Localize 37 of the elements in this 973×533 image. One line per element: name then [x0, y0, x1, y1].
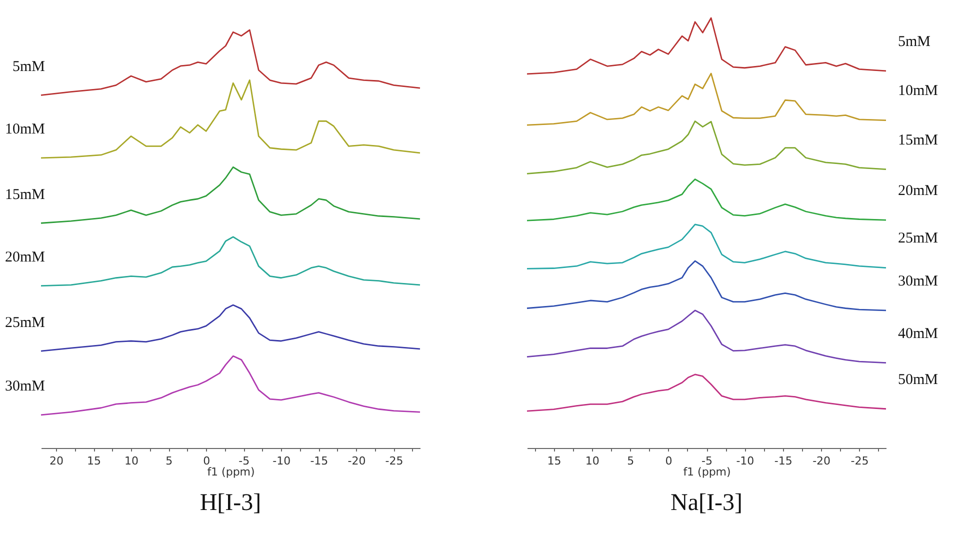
x-tick-label: 10 — [124, 454, 139, 468]
series-label: 20mM — [898, 183, 938, 199]
x-tick-label: -5 — [238, 454, 250, 468]
series-label: 20mM — [4, 250, 45, 266]
series-label: 5mM — [12, 58, 45, 75]
x-tick-label: 5 — [166, 454, 173, 468]
text: Na[I-3] — [670, 490, 742, 516]
x-tick-label: -15 — [774, 454, 792, 468]
x-tick-label: -25 — [385, 454, 404, 468]
series-label: 40mM — [898, 326, 938, 342]
x-tick-label: 15 — [87, 454, 102, 468]
x-axis-title: f1 (ppm) — [683, 466, 731, 478]
series-label: 10mM — [898, 83, 938, 100]
text: H[I-3] — [200, 490, 262, 516]
series-label: 50mM — [898, 372, 938, 388]
series-label: 5mM — [898, 34, 931, 50]
x-tick-label: -20 — [348, 454, 366, 468]
series-label: 30mM — [4, 378, 45, 395]
x-tick-label: 0 — [665, 454, 672, 468]
x-tick-label: -20 — [812, 454, 831, 468]
x-tick-label: -10 — [736, 454, 754, 468]
x-tick-label: -10 — [272, 454, 291, 468]
x-axis-title: f1 (ppm) — [207, 466, 255, 478]
x-tick-label: 15 — [547, 454, 562, 468]
x-tick-label: 5 — [627, 454, 634, 468]
x-tick-label: 10 — [585, 454, 600, 468]
series-label: 25mM — [4, 314, 45, 331]
x-tick-label: 0 — [203, 454, 210, 468]
series-label: 30mM — [898, 273, 938, 290]
series-label: 10mM — [4, 122, 45, 138]
x-tick-label: -5 — [702, 454, 712, 468]
x-tick-label: 20 — [50, 454, 64, 468]
x-tick-label: -25 — [850, 454, 869, 468]
x-tick-label: -15 — [310, 454, 328, 468]
series-label: 15mM — [898, 132, 938, 148]
series-label: 25mM — [898, 230, 938, 247]
series-label: 15mM — [4, 186, 45, 203]
